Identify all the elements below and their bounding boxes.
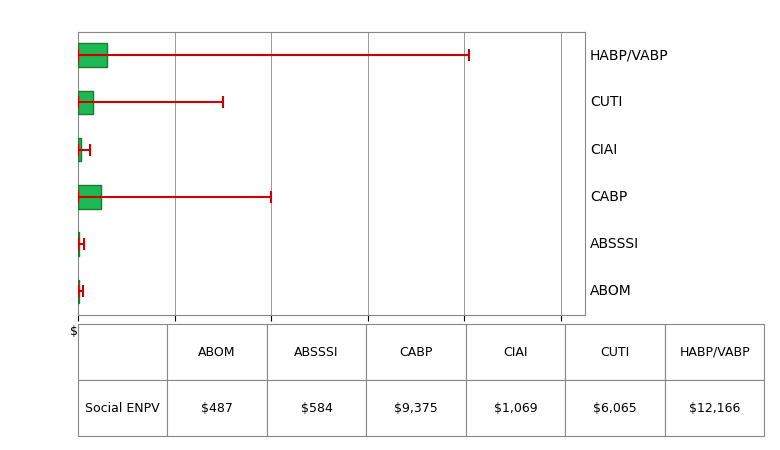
Text: ABSSSI: ABSSSI <box>294 346 339 359</box>
Text: CUTI: CUTI <box>601 346 629 359</box>
Text: HABP/VABP: HABP/VABP <box>590 48 668 62</box>
Bar <box>167 324 267 380</box>
Text: CABP: CABP <box>399 346 433 359</box>
Text: $584: $584 <box>300 402 332 415</box>
Bar <box>367 380 466 436</box>
Text: Social ENPV: Social ENPV <box>85 402 160 415</box>
Bar <box>167 380 267 436</box>
Bar <box>566 380 665 436</box>
Text: CABP: CABP <box>590 190 627 204</box>
Text: CIAI: CIAI <box>503 346 528 359</box>
Bar <box>466 324 566 380</box>
Bar <box>78 43 108 67</box>
Bar <box>78 324 167 380</box>
Bar <box>78 232 80 256</box>
Bar <box>665 380 764 436</box>
Bar <box>78 380 167 436</box>
Text: CIAI: CIAI <box>590 143 617 157</box>
Bar <box>566 324 665 380</box>
Text: CUTI: CUTI <box>590 95 622 109</box>
Bar <box>78 90 93 114</box>
Text: $6,065: $6,065 <box>594 402 637 415</box>
Text: $12,166: $12,166 <box>689 402 740 415</box>
Text: ABSSSI: ABSSSI <box>590 237 639 251</box>
Text: $1,069: $1,069 <box>494 402 537 415</box>
Bar <box>665 324 764 380</box>
Bar <box>267 324 367 380</box>
Bar <box>78 138 80 162</box>
Bar <box>267 380 367 436</box>
Bar <box>367 324 466 380</box>
Bar <box>78 279 80 303</box>
Text: ABOM: ABOM <box>590 284 632 298</box>
Text: HABP/VABP: HABP/VABP <box>679 346 750 359</box>
Text: ABOM: ABOM <box>198 346 236 359</box>
Bar <box>78 185 101 209</box>
Text: $9,375: $9,375 <box>394 402 438 415</box>
Bar <box>466 380 566 436</box>
Text: $487: $487 <box>201 402 233 415</box>
